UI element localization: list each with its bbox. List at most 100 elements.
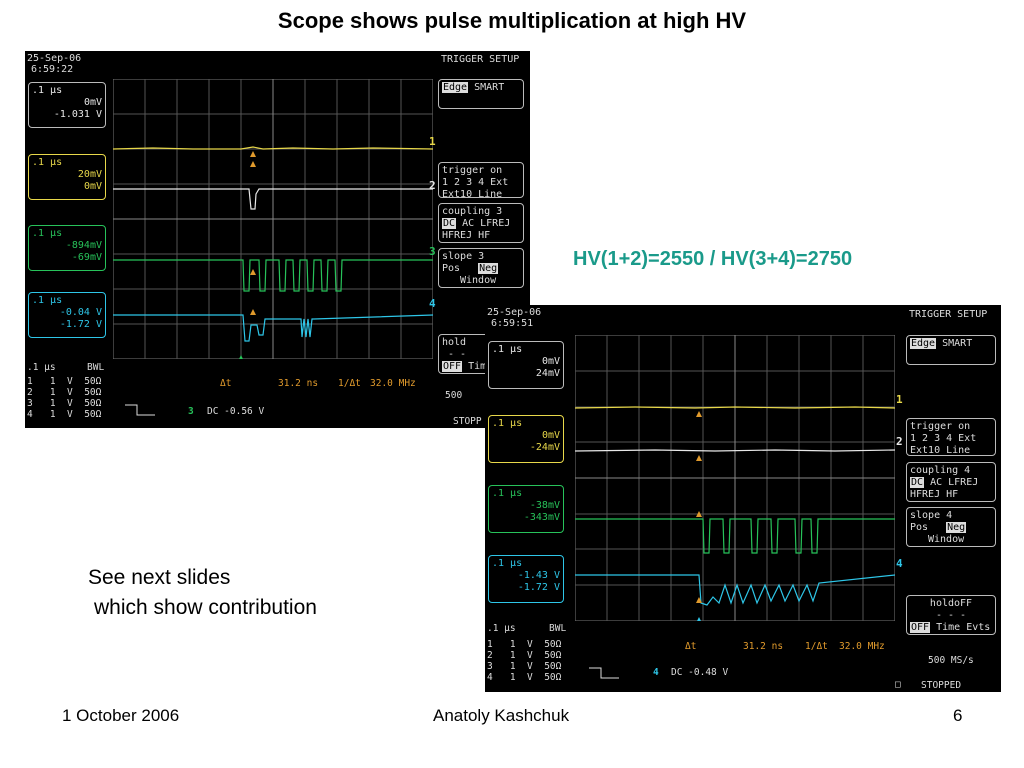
trigger-edge: Edge	[442, 82, 469, 93]
coupling-options: AC LFREJ	[930, 477, 979, 488]
ch-row-1: 1 1 V 50Ω	[487, 639, 562, 650]
slope-label: slope 4	[910, 510, 953, 521]
ch2-time: .1 µs	[492, 344, 523, 355]
trigger-type-box: Edge SMART	[438, 79, 524, 109]
holdoff-options: Time Evts	[936, 622, 991, 633]
delta-t-label: Δt	[220, 378, 232, 389]
ch3-offset: -343mV	[523, 512, 560, 523]
coupling-hf: HFREJ HF	[910, 489, 959, 500]
waveform-grid	[113, 79, 433, 359]
slope-neg: Neg	[946, 522, 967, 533]
trigger-ext10: Ext10 Line	[910, 445, 971, 456]
ch-row-2: 2 1 V 50Ω	[487, 650, 562, 661]
waveform-grid	[575, 335, 895, 621]
ch-row-2: 2 1 V 50Ω	[27, 387, 102, 398]
trigger-on-label: trigger on	[910, 421, 971, 432]
ch1-volts: 0mV	[541, 430, 560, 441]
sample-rate: 500 MS/s	[928, 655, 974, 666]
scope-date: 25-Sep-06	[27, 53, 82, 64]
trace-ch1	[575, 406, 895, 409]
ch1-offset: -24mV	[529, 442, 560, 453]
ch3-volts: -894mV	[65, 240, 102, 251]
ch2-settings-box: .1 µs 0mV -1.031 V	[28, 82, 106, 128]
slope-pos: Pos	[442, 263, 461, 274]
ch4-offset: -1.72 V	[59, 319, 102, 330]
delta-t-value: 31.2 ns	[278, 378, 319, 389]
trace-ch4	[575, 574, 895, 606]
acquisition-status: STOPP	[453, 416, 482, 427]
ch3-volts: -38mV	[529, 500, 560, 511]
slide-note: See next slides which show contribution	[88, 563, 317, 623]
ch4-settings-box: .1 µs -1.43 V -1.72 V	[488, 555, 564, 603]
ch4-settings-box: .1 µs -0.04 V -1.72 V	[28, 292, 106, 338]
timebase: .1 µs	[487, 623, 516, 634]
oscilloscope-screenshot-1: 25-Sep-06 6:59:22 TRIGGER SETUP	[25, 51, 530, 428]
coupling-dc: DC	[442, 218, 457, 229]
ch1-time: .1 µs	[32, 157, 63, 168]
footer-page-number: 6	[953, 706, 963, 725]
coupling-label: coupling 4	[910, 465, 971, 476]
slope-pos: Pos	[910, 522, 929, 533]
trigger-channels: 1 2 3 4 Ext	[910, 433, 977, 444]
ch3-time: .1 µs	[32, 228, 63, 239]
trace-ch1	[113, 146, 433, 150]
trace-ch2	[575, 449, 895, 452]
slope-window: Window	[460, 275, 497, 286]
coupling-box: coupling 3 DC AC LFREJ HFREJ HF	[438, 203, 524, 243]
scope-header: TRIGGER SETUP	[909, 309, 988, 320]
trace-ch3	[575, 518, 895, 554]
waveform-plot	[113, 79, 433, 359]
scope-time: 6:59:51	[491, 318, 534, 329]
scope-header: TRIGGER SETUP	[441, 54, 520, 65]
ch2-offset: 24mV	[535, 368, 560, 379]
ch4-offset: -1.72 V	[517, 582, 560, 593]
hold-box: hold - - OFF Tim	[438, 334, 485, 374]
trigger-channel: 3	[188, 406, 194, 417]
trigger-dc-level: DC -0.56 V	[207, 406, 265, 417]
ch1-marker: 1	[429, 135, 436, 148]
slope-box: slope 4 Pos Neg Window	[906, 507, 996, 547]
trigger-ext10: Ext10 Line	[442, 189, 503, 200]
hv-label: HV(1+2)=2550 / HV(3+4)=2750	[573, 248, 853, 270]
footer-author: Anatoly Kashchuk	[433, 706, 570, 725]
inv-delta-t-value: 32.0 MHz	[839, 641, 885, 652]
ch2-time: .1 µs	[32, 85, 63, 96]
note-line-2: which show contribution	[94, 596, 317, 619]
ch3-marker: 3	[429, 245, 436, 258]
delta-t-value: 31.2 ns	[743, 641, 784, 652]
ch2-marker: 2	[896, 435, 903, 448]
acquisition-status: STOPPED	[921, 680, 962, 691]
trigger-edge-icon	[125, 404, 155, 416]
ch4-volts: -1.43 V	[517, 570, 560, 581]
ch-row-4: 4 1 V 50Ω	[487, 672, 562, 683]
ch4-time: .1 µs	[32, 295, 63, 306]
timebase: .1 µs	[27, 362, 56, 373]
scope1-hold-area: hold - - OFF Tim 500 □ STOPP	[437, 330, 485, 428]
ch3-time: .1 µs	[492, 488, 523, 499]
hold-time: Tim	[468, 361, 485, 372]
inv-delta-t-label: 1/Δt	[338, 378, 361, 389]
holdoff-label: holdoFF	[929, 598, 973, 609]
oscilloscope-screenshot-2: 25-Sep-06 6:59:51 TRIGGER SETUP	[485, 305, 1001, 692]
inv-delta-t-value: 32.0 MHz	[370, 378, 416, 389]
coupling-box: coupling 4 DC AC LFREJ HFREJ HF	[906, 462, 996, 502]
trigger-dc-level: DC -0.48 V	[671, 667, 729, 678]
ch1-time: .1 µs	[492, 418, 523, 429]
trace-ch2	[113, 188, 433, 210]
sample-rate: 500	[445, 390, 463, 401]
scope-time: 6:59:22	[31, 64, 74, 75]
ch1-settings-box: .1 µs 20mV 0mV	[28, 154, 106, 200]
trigger-channel: 4	[653, 667, 659, 678]
ch4-volts: -0.04 V	[59, 307, 102, 318]
ch4-time: .1 µs	[492, 558, 523, 569]
ch1-volts: 20mV	[77, 169, 102, 180]
ch1-offset: 0mV	[83, 181, 102, 192]
ch3-settings-box: .1 µs -38mV -343mV	[488, 485, 564, 533]
trigger-channels: 1 2 3 4 Ext	[442, 177, 509, 188]
ch-row-4: 4 1 V 50Ω	[27, 409, 102, 420]
coupling-label: coupling 3	[442, 206, 503, 217]
ch-row-3: 3 1 V 50Ω	[487, 661, 562, 672]
holdoff-dashes: - - -	[935, 610, 967, 621]
ch1-settings-box: .1 µs 0mV -24mV	[488, 415, 564, 463]
trigger-smart: SMART	[474, 82, 505, 93]
